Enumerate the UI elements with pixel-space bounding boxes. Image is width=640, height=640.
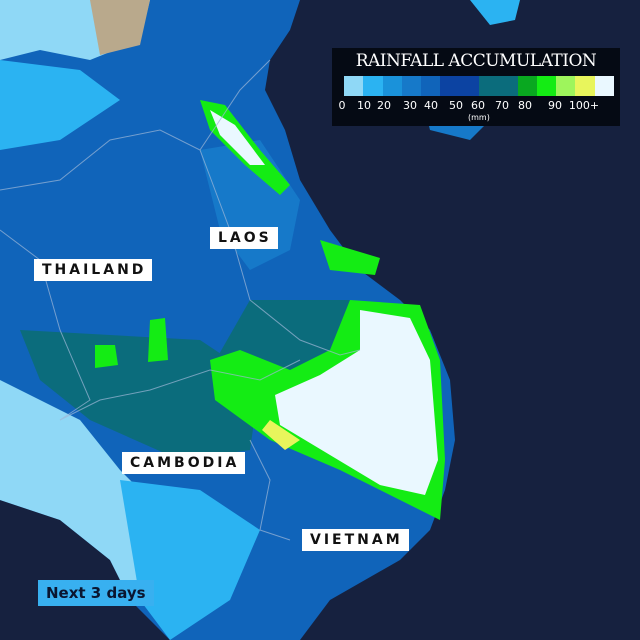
legend-tick: 0	[338, 99, 346, 112]
label-thailand: THAILAND	[34, 259, 153, 281]
legend-swatch	[536, 76, 557, 96]
legend-tick: 10	[357, 99, 371, 112]
legend-swatch	[440, 76, 460, 96]
label-cambodia: CAMBODIA	[122, 452, 246, 474]
legend-tick: 60	[471, 99, 485, 112]
label-laos: LAOS	[210, 227, 278, 249]
legend-swatch	[556, 76, 576, 96]
legend-swatch	[498, 76, 518, 96]
legend-swatch	[401, 76, 422, 96]
legend-tick: 90	[548, 99, 562, 112]
legend-tick: 100+	[568, 99, 600, 112]
legend-swatch	[382, 76, 402, 96]
legend-tick: 70	[495, 99, 509, 112]
legend-swatch	[344, 76, 364, 96]
forecast-period-badge: Next 3 days	[38, 580, 154, 606]
legend-tick: 20	[377, 99, 391, 112]
legend-swatch	[421, 76, 441, 96]
rainfall-legend: RAINFALL ACCUMULATION 0 10 20 30 40 50 60 70 80 9…	[332, 48, 620, 126]
legend-unit: (mm)	[468, 113, 490, 122]
legend-color-scale	[344, 76, 614, 96]
legend-swatch	[575, 76, 595, 96]
country-borders	[0, 59, 361, 541]
legend-swatch	[459, 76, 479, 96]
legend-ticks: 0 10 20 30 40 50 60 70 80 90 100+	[332, 99, 620, 113]
legend-title: RAINFALL ACCUMULATION	[355, 51, 597, 71]
legend-swatch	[594, 76, 614, 96]
legend-swatch	[363, 76, 383, 96]
legend-tick: 80	[518, 99, 532, 112]
legend-tick: 40	[424, 99, 438, 112]
legend-swatch	[517, 76, 537, 96]
legend-swatch	[478, 76, 499, 96]
legend-tick: 30	[403, 99, 417, 112]
legend-tick: 50	[449, 99, 463, 112]
label-vietnam: VIETNAM	[302, 529, 409, 551]
